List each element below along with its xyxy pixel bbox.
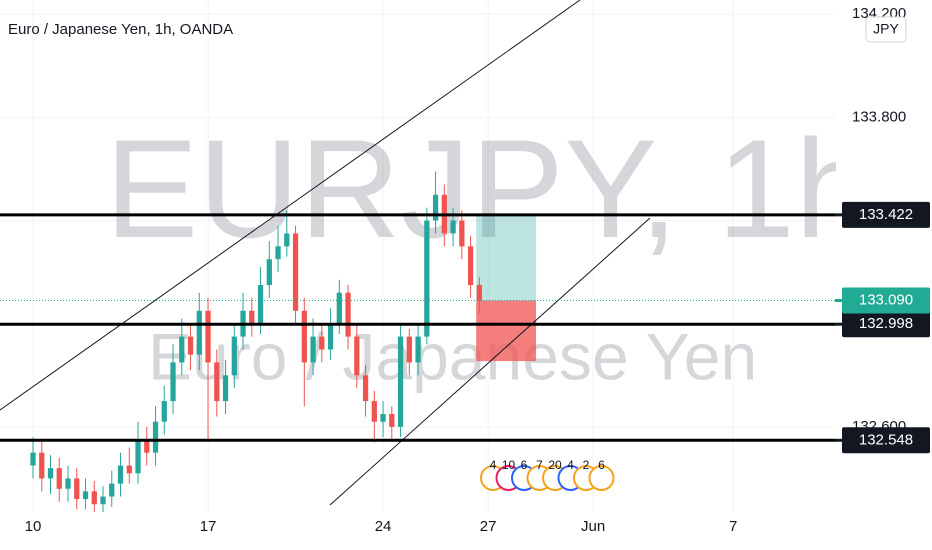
- level-label: 133.422: [859, 206, 913, 223]
- candle-body: [301, 310, 307, 363]
- candle-body: [222, 375, 229, 402]
- candle-body: [170, 362, 176, 402]
- candle-body: [345, 292, 351, 337]
- y-tick-label: 133.800: [852, 108, 906, 125]
- candle-body: [336, 292, 342, 324]
- candle-body: [196, 310, 202, 355]
- candle-body: [354, 336, 360, 376]
- candle-body: [187, 336, 194, 355]
- x-tick-label: 10: [25, 518, 42, 535]
- level-label: 132.548: [859, 431, 913, 448]
- event-count: 4: [490, 458, 497, 472]
- x-tick-label: 27: [480, 518, 497, 535]
- candle-body: [310, 336, 316, 363]
- candle-body: [266, 259, 272, 286]
- x-tick-label: 7: [729, 518, 737, 535]
- watermark-name: Euro / Japanese Yen: [148, 319, 757, 393]
- candle-body: [117, 465, 124, 484]
- level-box: [842, 427, 930, 454]
- x-tick-label: 17: [200, 518, 217, 535]
- candle-body: [406, 336, 412, 363]
- candle-body: [292, 233, 299, 311]
- candle-body: [82, 491, 89, 500]
- candle-body: [109, 483, 115, 497]
- position-stop-zone: [476, 300, 537, 362]
- channel-upper: [0, 0, 581, 411]
- candle-body: [231, 336, 237, 376]
- candle-body: [47, 468, 54, 479]
- level-label: 132.998: [859, 315, 913, 332]
- candle-body: [249, 310, 255, 324]
- event-count: 6: [521, 458, 528, 472]
- candle-body: [319, 336, 325, 350]
- time-axis: [0, 512, 932, 550]
- candle-body: [327, 323, 334, 350]
- candle-body: [275, 246, 281, 260]
- candle-body: [476, 285, 482, 301]
- candle-body: [432, 194, 439, 221]
- chart-title: Euro / Japanese Yen, 1h, OANDA: [8, 21, 233, 38]
- event-count: 4: [567, 458, 574, 472]
- event-icon: [588, 465, 615, 491]
- candle-body: [56, 468, 62, 489]
- candle-body: [30, 452, 36, 466]
- candle-body: [205, 310, 211, 363]
- candle-body: [459, 220, 465, 247]
- event-count: 6: [598, 458, 605, 472]
- candle-body: [152, 421, 159, 453]
- candle-body: [467, 246, 474, 286]
- candle-body: [284, 233, 290, 247]
- x-tick-label: Jun: [581, 518, 605, 535]
- level-box: [842, 311, 930, 338]
- candle-body: [39, 452, 45, 479]
- candle-body: [371, 401, 377, 422]
- candle-body: [91, 491, 97, 505]
- watermark-symbol: EURJPY, 1h: [105, 110, 873, 267]
- event-count: 10: [502, 458, 516, 472]
- candle-body: [126, 465, 132, 474]
- candle-body: [74, 478, 80, 500]
- currency-button-label[interactable]: JPY: [873, 21, 899, 37]
- last-price-box: [842, 287, 930, 314]
- event-count: 20: [548, 458, 562, 472]
- candle-body: [144, 439, 150, 453]
- candle-body: [389, 413, 395, 427]
- candle-body: [161, 401, 167, 422]
- position-target-zone: [476, 214, 537, 301]
- event-count: 7: [536, 458, 543, 472]
- candle-body: [65, 478, 71, 489]
- event-count: 2: [583, 458, 590, 472]
- x-tick-label: 24: [375, 518, 392, 535]
- candle-body: [380, 413, 386, 422]
- candle-body: [100, 496, 106, 505]
- candle-body: [135, 439, 141, 474]
- level-box: [842, 201, 930, 228]
- candle-body: [214, 362, 220, 402]
- candle-body: [362, 375, 369, 402]
- candle-body: [397, 336, 404, 427]
- candle-body: [257, 285, 264, 324]
- last-price-label: 133.090: [859, 291, 913, 308]
- currency-button[interactable]: [865, 16, 907, 43]
- candle-body: [424, 220, 430, 337]
- candle-body: [415, 336, 421, 363]
- candle-body: [450, 220, 456, 234]
- candle-body: [179, 336, 185, 363]
- price-axis: [836, 0, 932, 512]
- channel-lower: [329, 217, 651, 506]
